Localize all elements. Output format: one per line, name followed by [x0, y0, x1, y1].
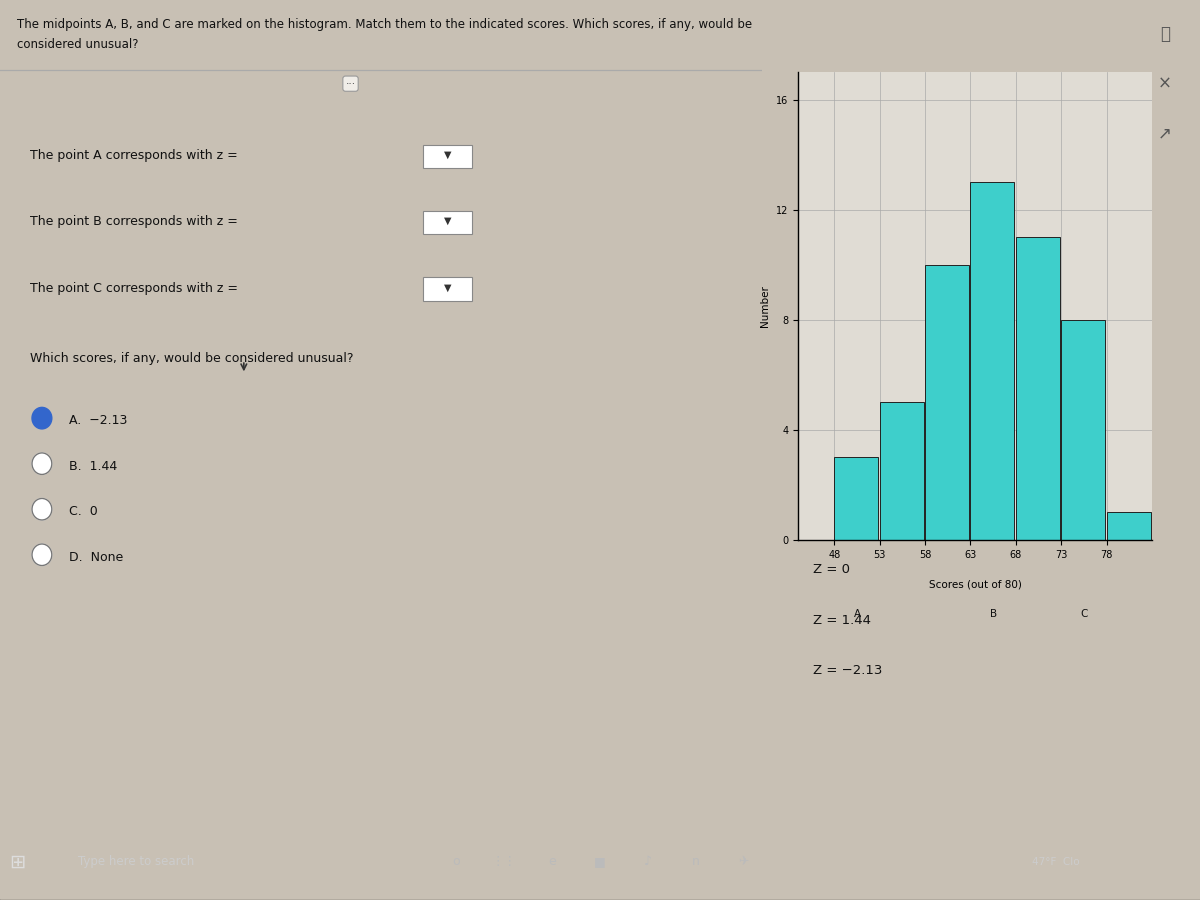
Text: n: n	[692, 855, 700, 868]
FancyBboxPatch shape	[422, 277, 473, 301]
Text: C: C	[1080, 608, 1087, 619]
Text: D.  None: D. None	[68, 551, 122, 563]
Bar	[834, 457, 878, 540]
Text: ▼: ▼	[444, 216, 451, 226]
Text: ▼: ▼	[444, 283, 451, 293]
Circle shape	[32, 453, 52, 474]
Bar	[1106, 512, 1151, 540]
Text: ⌕: ⌕	[1160, 25, 1170, 43]
Text: B.  1.44: B. 1.44	[68, 460, 116, 473]
Text: A.  −2.13: A. −2.13	[68, 414, 127, 427]
Text: ■: ■	[594, 855, 606, 868]
Text: The point A corresponds with z =: The point A corresponds with z =	[30, 149, 239, 162]
FancyBboxPatch shape	[422, 212, 473, 234]
Y-axis label: Number: Number	[761, 285, 770, 327]
Text: considered unusual?: considered unusual?	[17, 38, 138, 51]
Bar	[971, 182, 1014, 540]
Text: The point B corresponds with z =: The point B corresponds with z =	[30, 215, 239, 229]
X-axis label: Scores (out of 80): Scores (out of 80)	[929, 580, 1021, 590]
Text: The point C corresponds with z =: The point C corresponds with z =	[30, 282, 239, 294]
Circle shape	[32, 408, 52, 429]
Text: ✈: ✈	[739, 855, 749, 868]
Text: 47°F  Clo: 47°F Clo	[1032, 857, 1080, 867]
Text: Z = 1.44: Z = 1.44	[814, 614, 871, 626]
Text: ⋮⋮: ⋮⋮	[492, 855, 516, 868]
Text: Z = −2.13: Z = −2.13	[814, 664, 882, 677]
Circle shape	[32, 499, 52, 520]
Text: B: B	[990, 608, 997, 619]
Text: C.  0: C. 0	[68, 505, 97, 518]
Text: Type here to search: Type here to search	[78, 855, 194, 868]
Text: e: e	[548, 855, 556, 868]
Bar	[1061, 320, 1105, 540]
Text: ×: ×	[1158, 75, 1172, 93]
Bar	[925, 265, 970, 540]
Bar	[1016, 238, 1060, 540]
Text: A: A	[853, 608, 860, 619]
Text: ♪: ♪	[644, 855, 652, 868]
FancyBboxPatch shape	[422, 145, 473, 168]
Text: The midpoints A, B, and C are marked on the histogram. Match them to the indicat: The midpoints A, B, and C are marked on …	[17, 18, 752, 32]
Bar	[880, 402, 924, 540]
Circle shape	[32, 544, 52, 565]
Text: ⊞: ⊞	[10, 852, 26, 871]
Text: ↗: ↗	[1158, 124, 1172, 142]
Text: ▼: ▼	[444, 149, 451, 160]
Text: ···: ···	[346, 78, 355, 89]
Text: Z = 0: Z = 0	[814, 563, 850, 576]
Text: Which scores, if any, would be considered unusual?: Which scores, if any, would be considere…	[30, 352, 354, 365]
Text: o: o	[452, 855, 460, 868]
